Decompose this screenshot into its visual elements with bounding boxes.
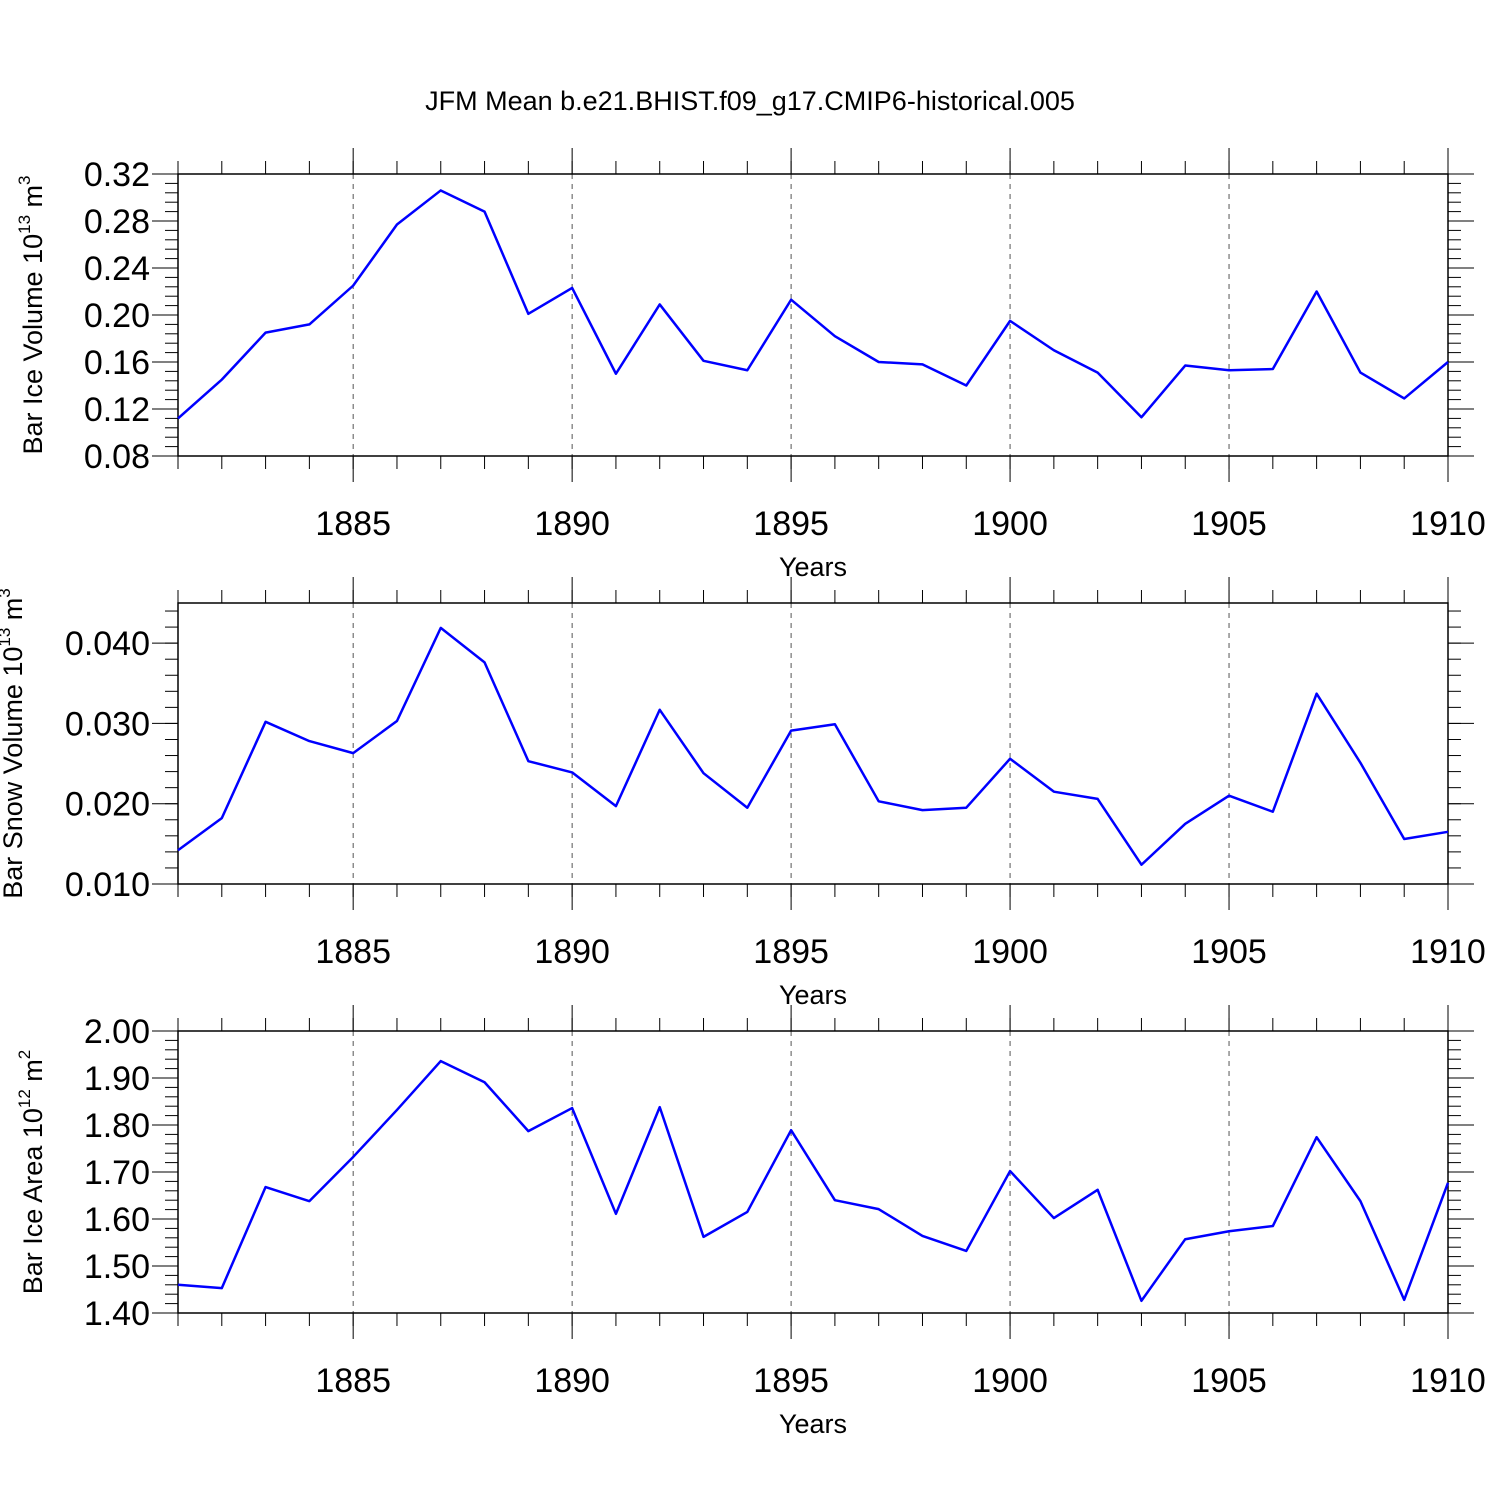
y-tick-label: 0.010 xyxy=(65,866,150,904)
y-axis-label: Bar Snow Volume 1013 m3 xyxy=(0,588,28,899)
x-tick-label: 1885 xyxy=(315,1362,391,1400)
y-tick-label: 0.20 xyxy=(84,297,150,335)
x-tick-label: 1910 xyxy=(1410,933,1486,971)
y-axis-label-exponent: 12 xyxy=(15,1089,34,1108)
plot-frame xyxy=(177,1030,1449,1314)
x-tick-label: 1890 xyxy=(534,505,610,543)
y-tick-label: 1.90 xyxy=(84,1060,150,1098)
x-tick-label: 1890 xyxy=(534,1362,610,1400)
x-tick-label: 1885 xyxy=(315,933,391,971)
x-tick-label: 1885 xyxy=(315,505,391,543)
y-axis-label-unit: m xyxy=(18,1059,48,1089)
y-axis-label-text: Bar Ice Area 10 xyxy=(18,1108,48,1294)
x-tick-label: 1900 xyxy=(972,933,1048,971)
x-tick-label: 1895 xyxy=(753,505,829,543)
y-tick-label: 1.80 xyxy=(84,1107,150,1145)
y-tick-label: 1.40 xyxy=(84,1295,150,1333)
x-tick-label: 1900 xyxy=(972,1362,1048,1400)
y-tick-label: 1.70 xyxy=(84,1154,150,1192)
x-tick-label: 1910 xyxy=(1410,1362,1486,1400)
y-tick-label: 0.16 xyxy=(84,344,150,382)
y-axis-label-exponent: 13 xyxy=(0,628,14,647)
y-tick-label: 0.040 xyxy=(65,625,150,663)
y-axis-label-unit-exponent: 3 xyxy=(0,588,14,597)
y-tick-label: 1.50 xyxy=(84,1248,150,1286)
y-axis-label-text: Bar Ice Volume 10 xyxy=(18,234,48,455)
y-axis-label-exponent: 13 xyxy=(15,215,34,234)
y-tick-label: 0.24 xyxy=(84,250,150,288)
x-tick-label: 1905 xyxy=(1191,505,1267,543)
y-tick-label: 0.020 xyxy=(65,786,150,824)
y-tick-label: 0.030 xyxy=(65,705,150,743)
y-axis-label-unit-exponent: 3 xyxy=(15,175,34,184)
y-axis-label-text: Bar Snow Volume 10 xyxy=(0,647,28,899)
x-tick-label: 1890 xyxy=(534,933,610,971)
data-line xyxy=(177,189,1449,420)
x-axis-label: Years xyxy=(779,980,847,1010)
x-axis-label: Years xyxy=(779,1409,847,1439)
x-tick-label: 1900 xyxy=(972,505,1048,543)
figure-title: JFM Mean b.e21.BHIST.f09_g17.CMIP6-histo… xyxy=(425,86,1075,116)
y-tick-label: 0.12 xyxy=(84,391,150,429)
plot-frame xyxy=(177,173,1449,457)
y-tick-label: 0.08 xyxy=(84,438,150,476)
y-tick-label: 0.28 xyxy=(84,203,150,241)
plot-frame xyxy=(177,602,1449,885)
y-axis-label-unit: m xyxy=(0,598,28,628)
data-line xyxy=(177,1059,1450,1303)
y-axis-label-unit-exponent: 2 xyxy=(15,1050,34,1059)
y-tick-label: 1.60 xyxy=(84,1201,150,1239)
data-line xyxy=(177,626,1449,866)
y-tick-label: 0.32 xyxy=(84,156,150,194)
x-tick-label: 1895 xyxy=(753,933,829,971)
x-axis-label: Years xyxy=(779,552,847,582)
x-tick-label: 1905 xyxy=(1191,933,1267,971)
y-axis-label: Bar Ice Area 1012 m2 xyxy=(15,1050,48,1295)
x-tick-label: 1910 xyxy=(1410,505,1486,543)
y-axis-label-unit: m xyxy=(18,185,48,215)
x-tick-label: 1895 xyxy=(753,1362,829,1400)
x-tick-label: 1905 xyxy=(1191,1362,1267,1400)
y-axis-label: Bar Ice Volume 1013 m3 xyxy=(15,175,48,454)
y-tick-label: 2.00 xyxy=(84,1013,150,1051)
